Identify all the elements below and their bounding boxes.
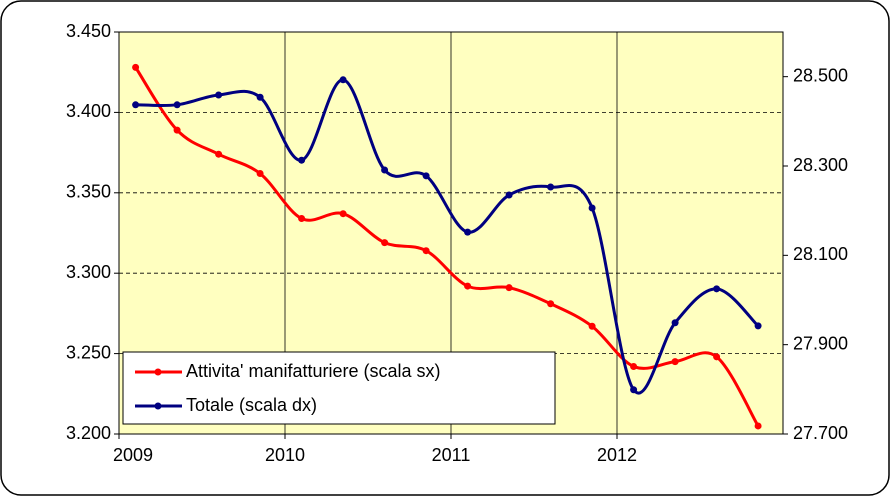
point (630, 386, 638, 394)
point (464, 282, 472, 290)
point (215, 150, 223, 158)
point (173, 101, 181, 109)
y-tick-label: 3.300 (66, 262, 111, 282)
y2-tick-label: 27.700 (793, 423, 848, 443)
point (547, 300, 555, 308)
point (381, 239, 389, 247)
y2-tick-label: 27.900 (793, 333, 848, 353)
point (505, 191, 513, 199)
point (298, 156, 306, 164)
point (754, 322, 762, 330)
point (713, 353, 721, 361)
point (671, 319, 679, 327)
point (713, 285, 721, 293)
series-line (134, 66, 760, 427)
y-tick-label: 3.350 (66, 182, 111, 202)
point (505, 284, 513, 292)
point (215, 91, 223, 99)
y2-tick-label: 28.300 (793, 155, 848, 175)
point (132, 63, 140, 71)
point (339, 210, 347, 218)
point (422, 247, 430, 255)
legend-marker (154, 368, 162, 376)
point (671, 358, 679, 366)
point (132, 101, 140, 109)
y-tick-label: 3.250 (66, 342, 111, 362)
point (464, 228, 472, 236)
point (256, 93, 264, 101)
legend-label: Attivita' manifatturiere (scala sx) (186, 361, 441, 381)
x-tick-label: 2009 (113, 445, 153, 465)
y-tick-label: 3.200 (66, 423, 111, 443)
y-tick-label: 3.400 (66, 101, 111, 121)
legend-label: Totale (scala dx) (186, 395, 317, 415)
y-tick-label: 3.450 (66, 21, 111, 41)
series-line (135, 78, 760, 395)
point (547, 183, 555, 191)
point (588, 322, 596, 330)
point (339, 76, 347, 84)
point (588, 204, 596, 212)
point (256, 170, 264, 178)
point (298, 215, 306, 223)
x-tick-label: 2010 (265, 445, 305, 465)
y2-tick-label: 28.500 (793, 65, 848, 85)
x-tick-label: 2011 (432, 445, 471, 465)
y2-tick-label: 28.100 (793, 244, 848, 264)
point (173, 126, 181, 134)
legend (122, 351, 556, 425)
legend-marker (154, 402, 162, 410)
point (754, 422, 762, 430)
point (381, 166, 389, 174)
x-tick-label: 2012 (597, 445, 637, 465)
point (422, 172, 430, 180)
point (630, 362, 638, 370)
